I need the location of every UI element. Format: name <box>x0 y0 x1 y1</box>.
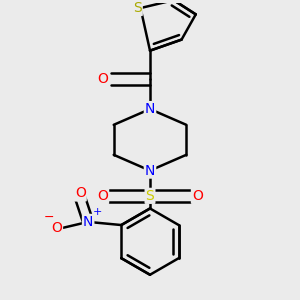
Text: O: O <box>75 187 86 200</box>
Text: O: O <box>192 189 203 203</box>
Text: N: N <box>145 102 155 116</box>
Text: N: N <box>83 215 93 229</box>
Text: O: O <box>51 221 62 235</box>
Text: −: − <box>44 211 54 224</box>
Text: S: S <box>133 1 142 15</box>
Text: O: O <box>97 72 108 86</box>
Text: O: O <box>97 189 108 203</box>
Text: N: N <box>145 164 155 178</box>
Text: +: + <box>93 207 102 218</box>
Text: S: S <box>146 189 154 203</box>
